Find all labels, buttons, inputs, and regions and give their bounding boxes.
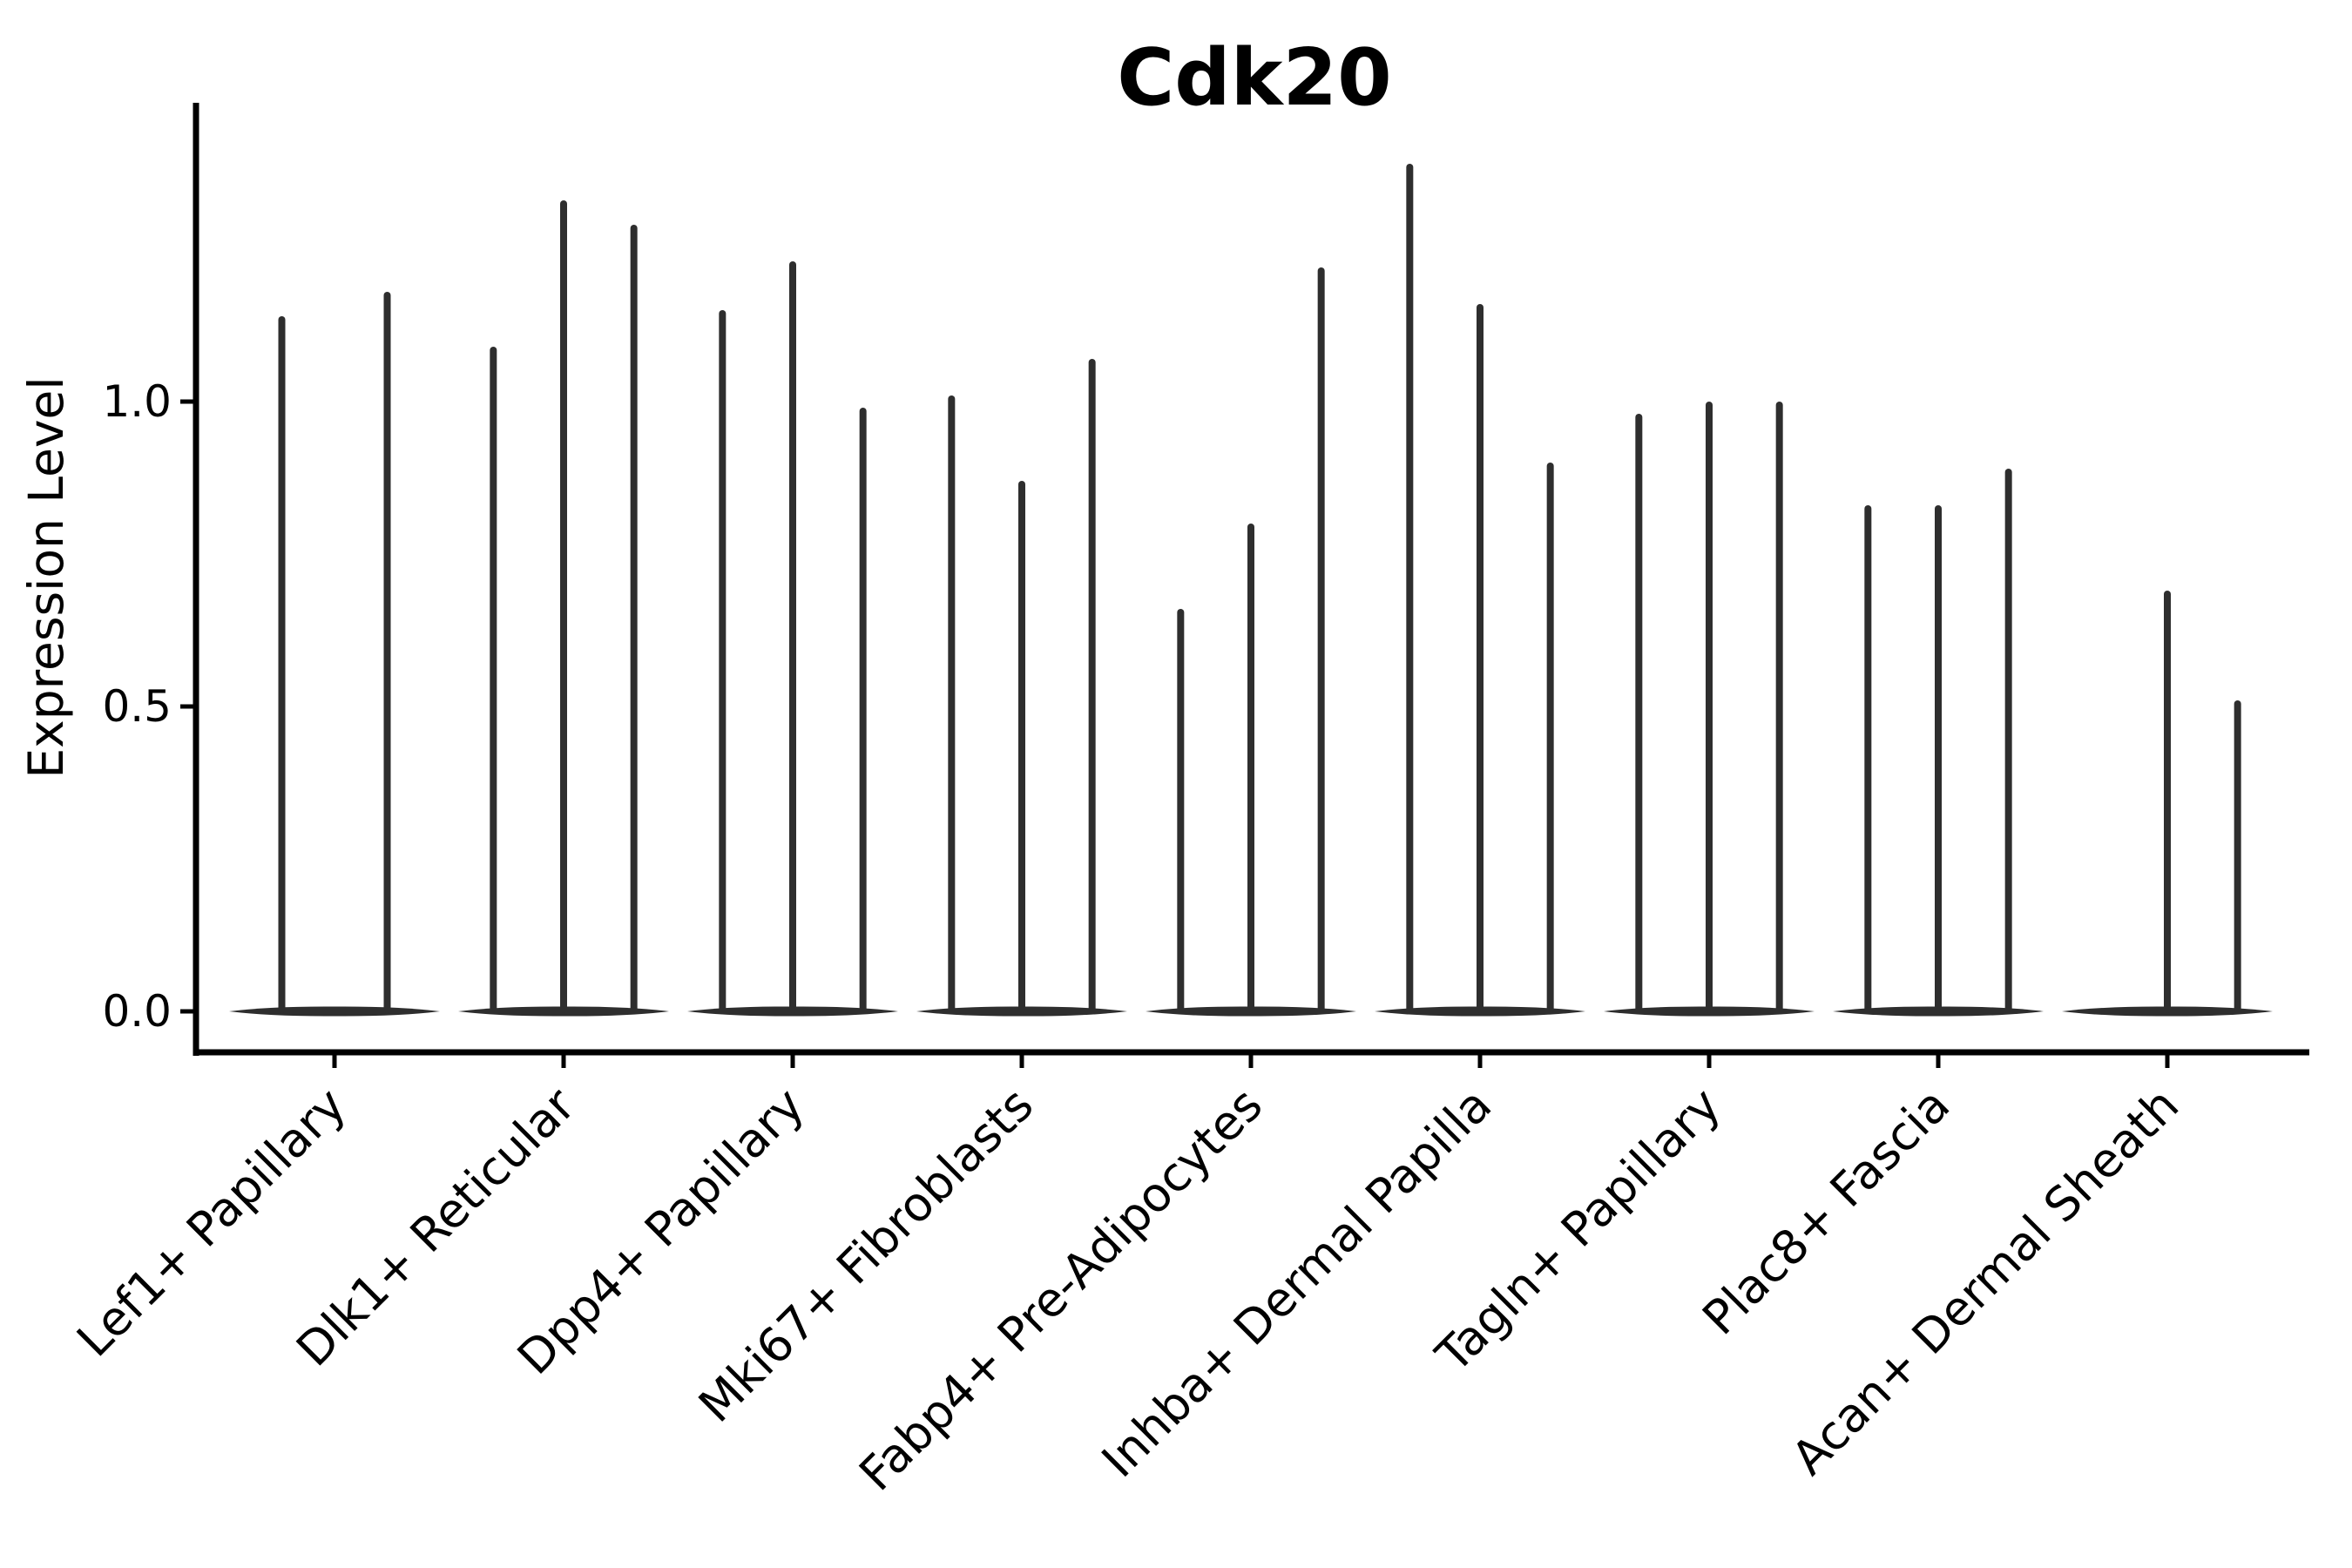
violins <box>229 164 2273 1017</box>
plot-title: Cdk20 <box>1117 32 1392 124</box>
y-tick-label: 0.5 <box>102 681 172 732</box>
x-tick-label: Inhba+ Dermal Papilla <box>1092 1078 1502 1488</box>
x-tick-label: Acan+ Dermal Sheath <box>1781 1078 2189 1485</box>
y-tick-label: 0.0 <box>102 986 172 1037</box>
violin-base <box>229 1006 440 1017</box>
x-tick-label: Fabp4+ Pre-Adipocytes <box>848 1078 1273 1502</box>
y-axis-label: Expression Level <box>18 376 74 778</box>
y-tick-label: 1.0 <box>102 376 172 427</box>
y-ticks: 0.0 0.5 1.0 <box>102 376 196 1037</box>
x-tick-label: Plac8+ Fascia <box>1692 1078 1960 1346</box>
